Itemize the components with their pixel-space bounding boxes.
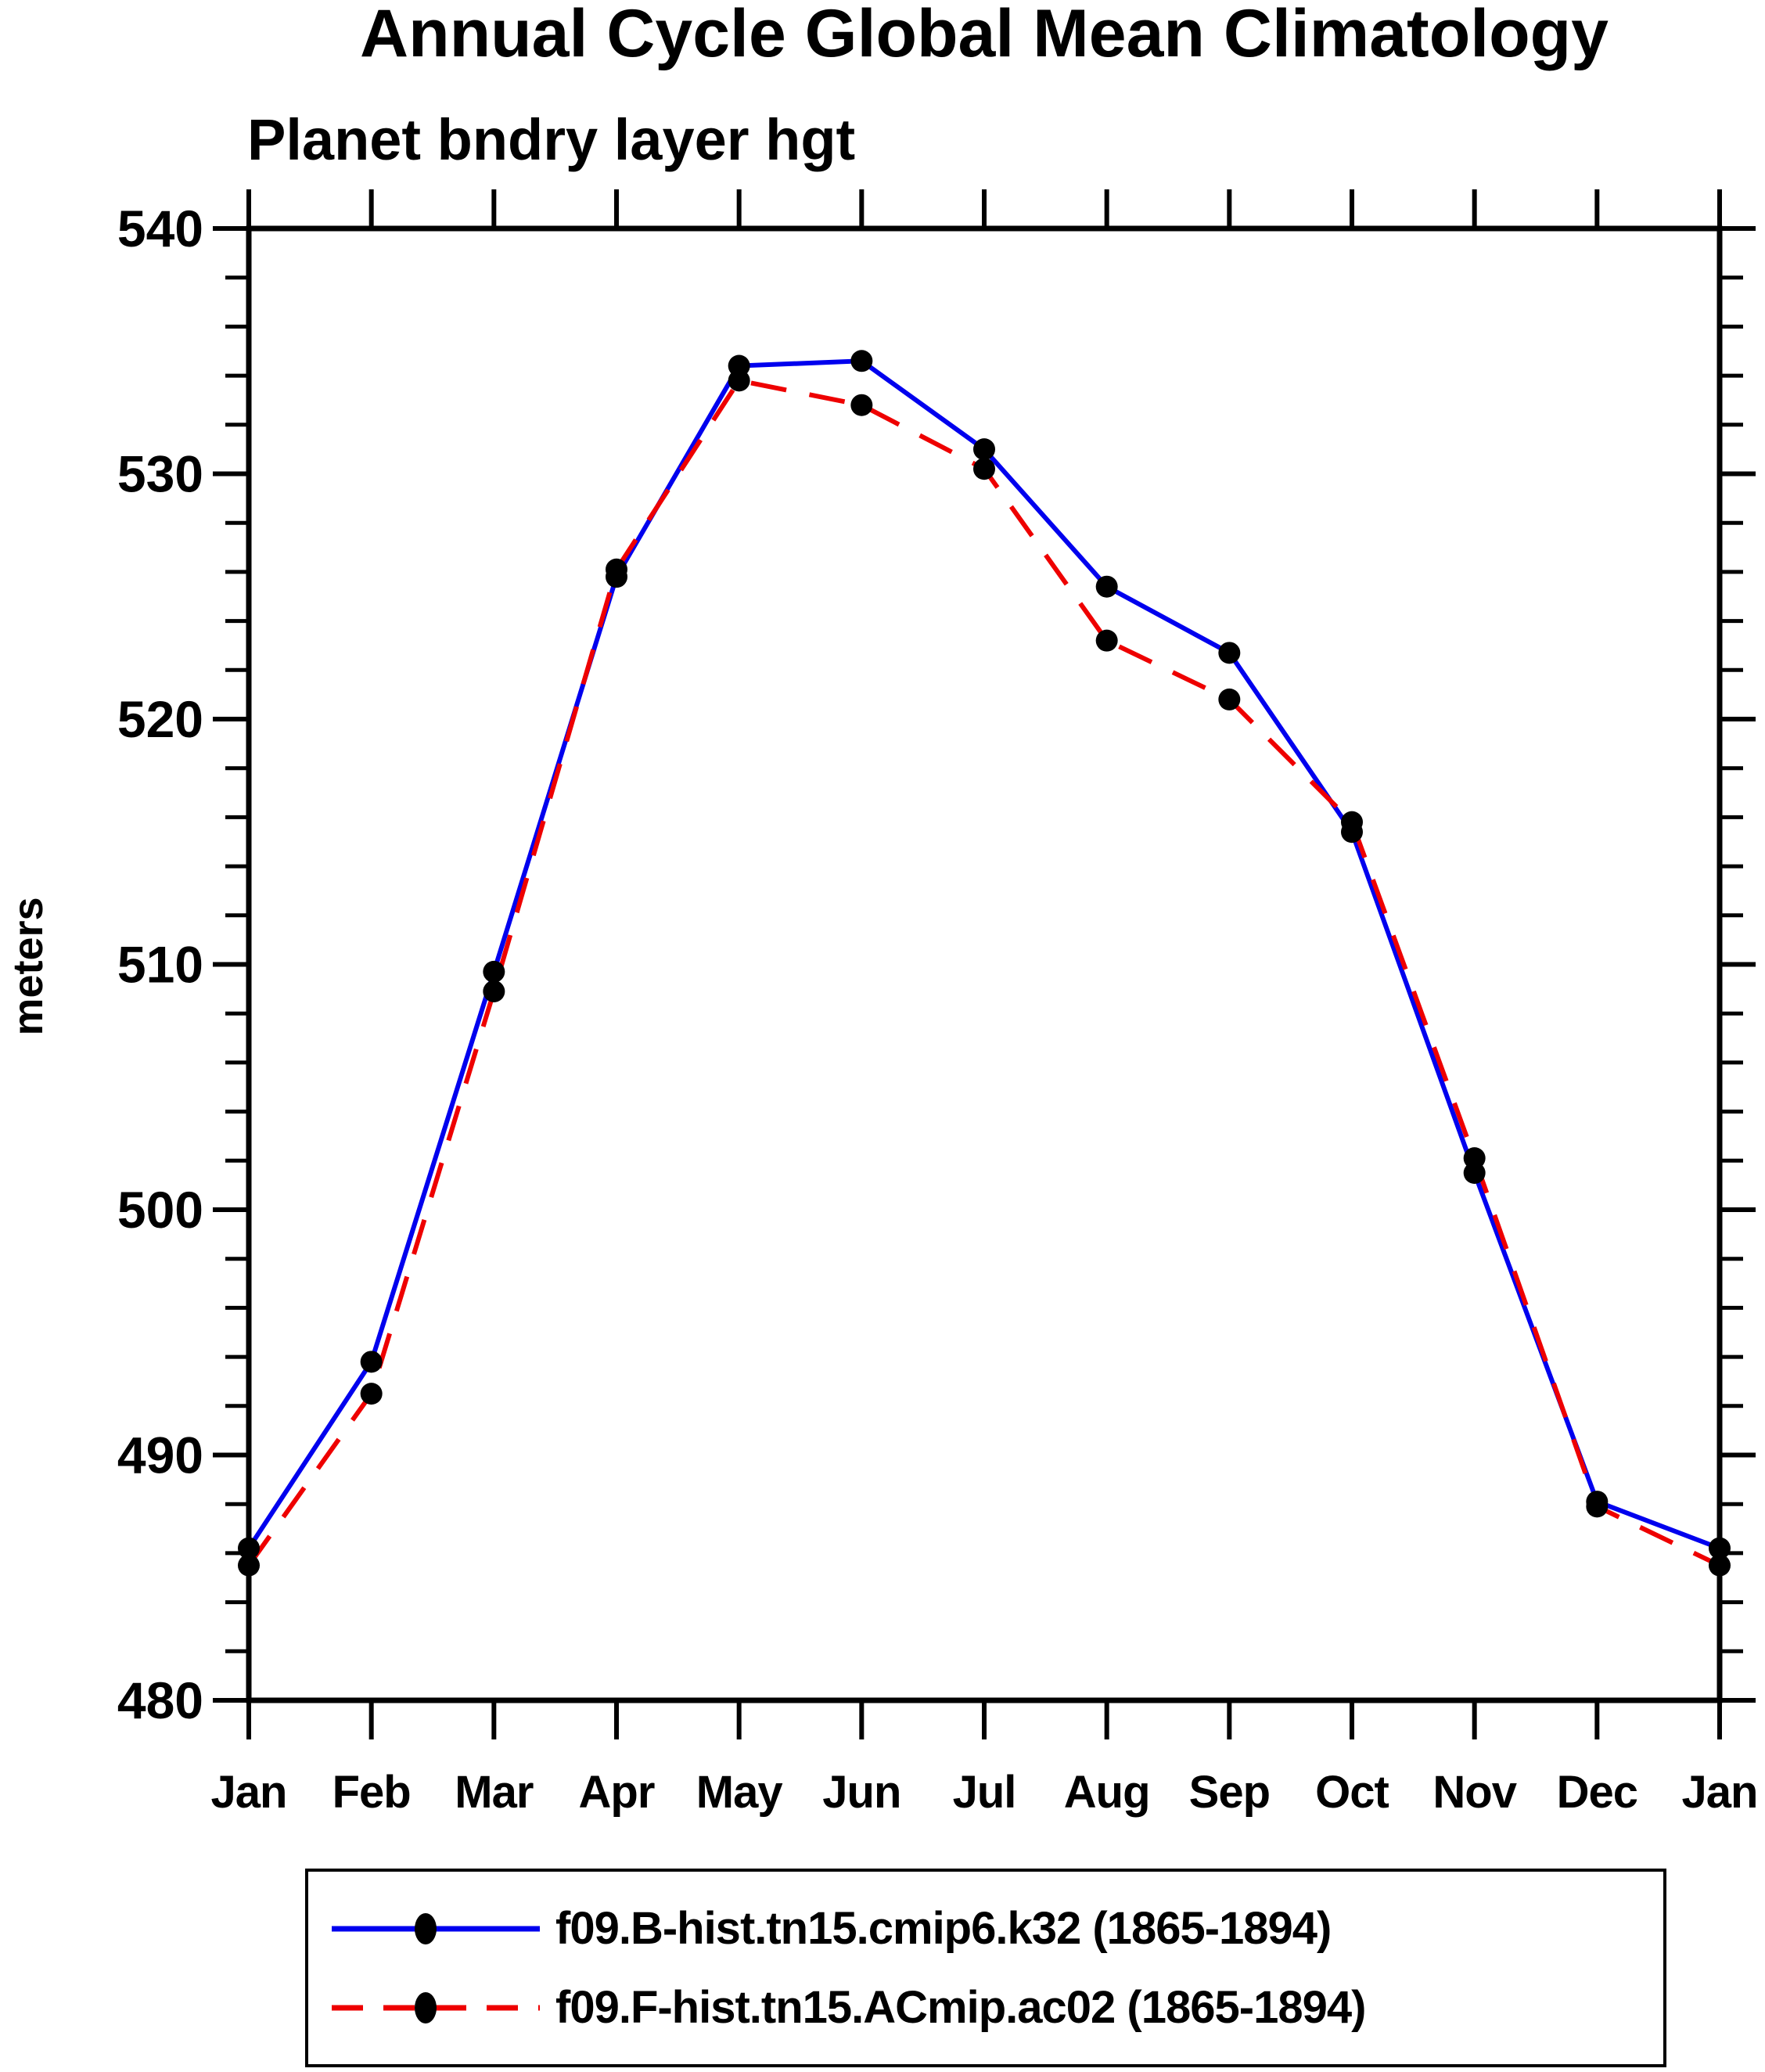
legend-item-series2: f09.F-hist.tn15.ACmip.ac02 (1865-1894) xyxy=(329,1981,1663,2034)
y-tick-label: 480 xyxy=(117,1671,203,1729)
data-point-series2 xyxy=(360,1383,383,1405)
month-label: Aug xyxy=(1064,1767,1150,1818)
y-tick-label: 520 xyxy=(117,690,203,748)
data-point-series1 xyxy=(483,960,505,983)
data-point-series2 xyxy=(1341,811,1363,833)
y-tick-label: 510 xyxy=(117,936,203,994)
legend: f09.B-hist.tn15.cmip6.k32 (1865-1894) f0… xyxy=(305,1869,1666,2067)
y-tick-label: 500 xyxy=(117,1181,203,1239)
month-label: Apr xyxy=(579,1767,655,1818)
data-point-series2 xyxy=(1095,629,1118,652)
data-point-series2 xyxy=(1709,1554,1731,1577)
legend-marker-series1 xyxy=(415,1912,437,1944)
month-label: Jul xyxy=(953,1767,1016,1818)
data-point-series1 xyxy=(1218,642,1241,664)
month-label: Nov xyxy=(1432,1767,1516,1818)
axis-frame xyxy=(246,225,1723,1703)
data-point-series2 xyxy=(1463,1147,1486,1170)
data-point-series2 xyxy=(973,458,995,480)
chart-title: Annual Cycle Global Mean Climatology xyxy=(359,0,1609,71)
month-label: Jan xyxy=(211,1767,287,1818)
month-label: Sep xyxy=(1189,1767,1270,1818)
legend-marker-series2 xyxy=(415,1991,437,2023)
legend-item-series1: f09.B-hist.tn15.cmip6.k32 (1865-1894) xyxy=(329,1902,1663,1955)
data-point-series2 xyxy=(606,558,627,581)
data-point-series1 xyxy=(1709,1537,1731,1559)
month-label: May xyxy=(696,1767,783,1818)
data-point-series1 xyxy=(1095,575,1118,598)
chart-subtitle: Planet bndry layer hgt xyxy=(247,107,856,172)
data-point-series1 xyxy=(850,350,873,372)
data-point-series2 xyxy=(483,980,505,1002)
month-label: Mar xyxy=(455,1767,534,1818)
y-tick-label: 490 xyxy=(117,1426,203,1484)
data-point-series1 xyxy=(238,1537,260,1559)
data-point-series2 xyxy=(238,1554,260,1577)
data-point-series2 xyxy=(728,369,750,392)
data-point-series2 xyxy=(1586,1495,1609,1518)
legend-line-sample-series2 xyxy=(332,1991,540,2023)
month-label: Jun xyxy=(822,1767,900,1818)
month-label: Feb xyxy=(333,1767,411,1818)
data-point-series1 xyxy=(360,1351,383,1373)
data-point-series1 xyxy=(973,438,995,461)
legend-label-series1: f09.B-hist.tn15.cmip6.k32 (1865-1894) xyxy=(555,1903,1332,1954)
legend-label-series2: f09.F-hist.tn15.ACmip.ac02 (1865-1894) xyxy=(555,1982,1366,2033)
y-tick-label: 530 xyxy=(117,445,203,503)
month-label: Jan xyxy=(1682,1767,1758,1818)
legend-line-sample-series1 xyxy=(332,1912,540,1944)
data-point-series2 xyxy=(1218,688,1241,710)
series-line-2 xyxy=(246,378,1721,1568)
data-point-series2 xyxy=(850,394,873,416)
y-tick-label: 540 xyxy=(117,200,203,257)
month-label: Oct xyxy=(1315,1767,1389,1818)
month-label: Dec xyxy=(1557,1767,1637,1818)
series-line-1 xyxy=(246,358,1721,1551)
